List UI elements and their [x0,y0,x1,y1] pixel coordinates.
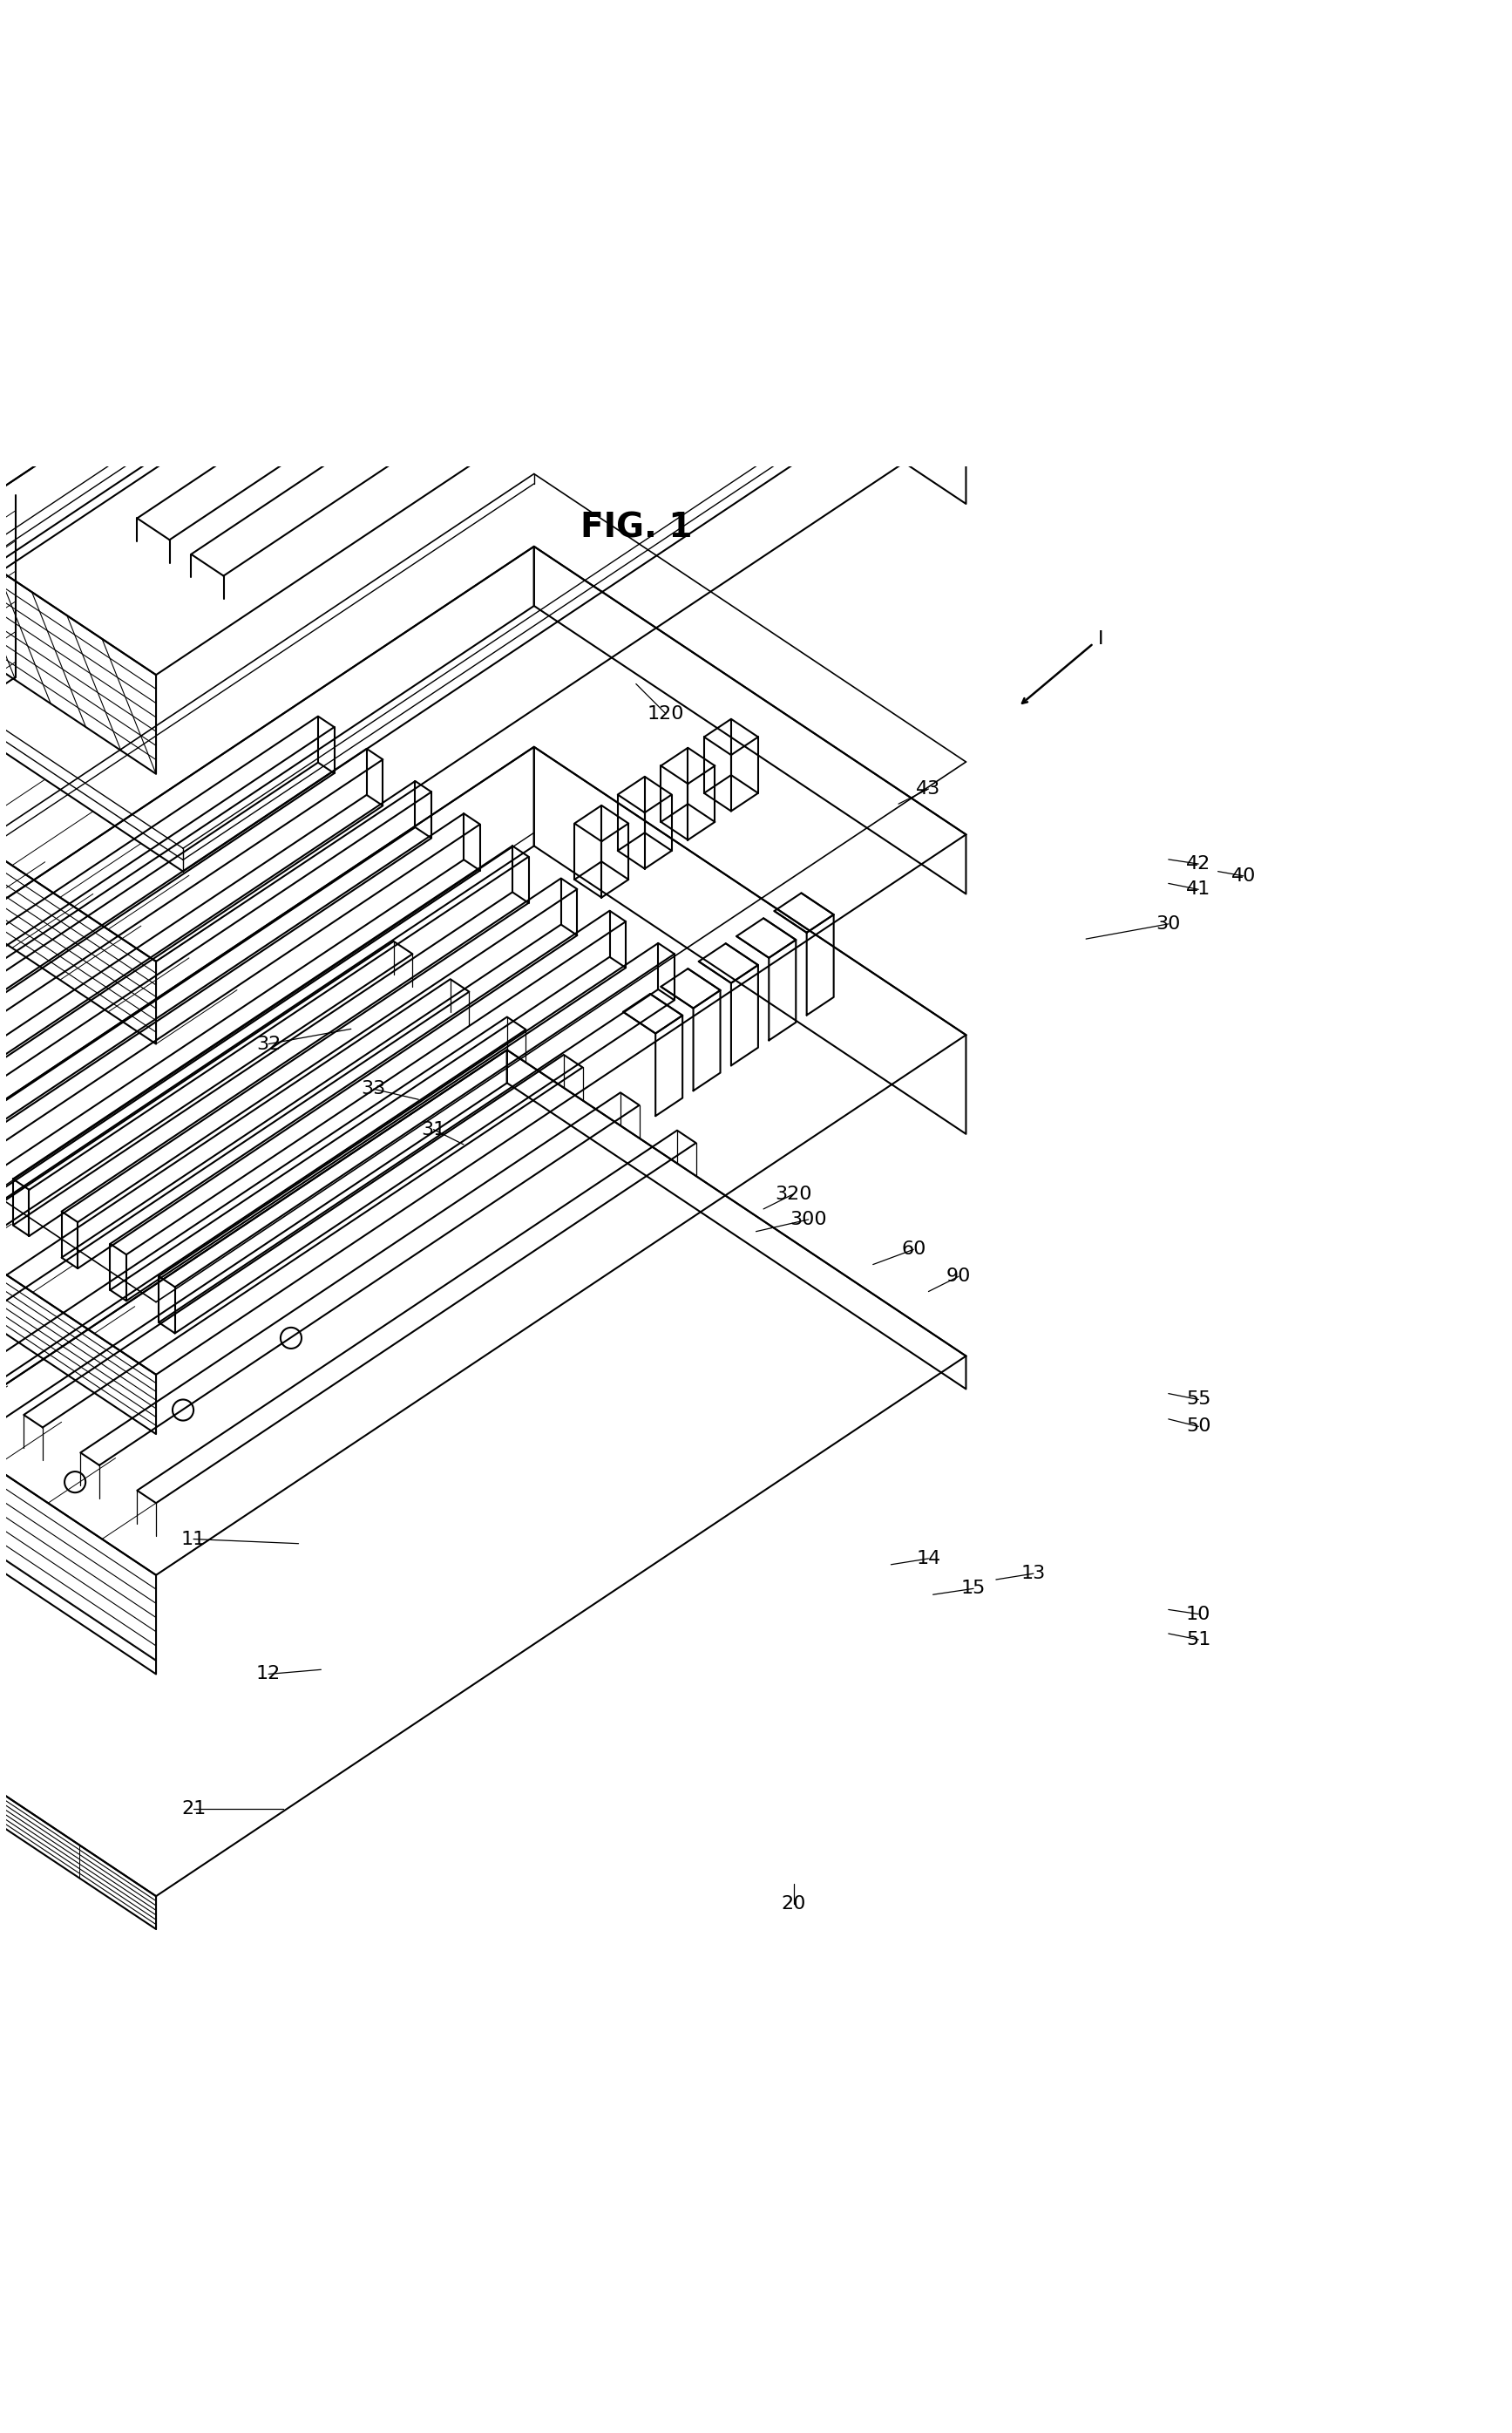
Text: 21: 21 [181,1800,206,1817]
Text: 13: 13 [1021,1564,1046,1581]
Text: 120: 120 [647,706,685,723]
Text: FIG. 1: FIG. 1 [581,511,692,545]
Text: 32: 32 [256,1036,281,1053]
Text: 15: 15 [962,1579,986,1598]
Text: 33: 33 [361,1080,386,1097]
Text: 31: 31 [422,1122,446,1139]
Text: 55: 55 [1185,1392,1211,1409]
Text: 20: 20 [782,1895,806,1912]
Text: 12: 12 [256,1664,281,1684]
Text: 41: 41 [1185,881,1211,898]
Text: 50: 50 [1185,1418,1211,1435]
Text: 10: 10 [1185,1606,1211,1623]
Text: 320: 320 [776,1185,812,1202]
Text: 40: 40 [1231,866,1256,886]
Text: 43: 43 [916,781,940,798]
Text: I: I [1098,630,1104,647]
Text: 60: 60 [901,1241,925,1258]
Text: 90: 90 [947,1268,971,1285]
Text: 11: 11 [181,1530,206,1547]
Text: 30: 30 [1157,915,1181,932]
Text: 300: 300 [789,1212,827,1229]
Text: 42: 42 [1185,856,1211,873]
Text: 14: 14 [916,1550,940,1567]
Text: 51: 51 [1185,1630,1211,1647]
